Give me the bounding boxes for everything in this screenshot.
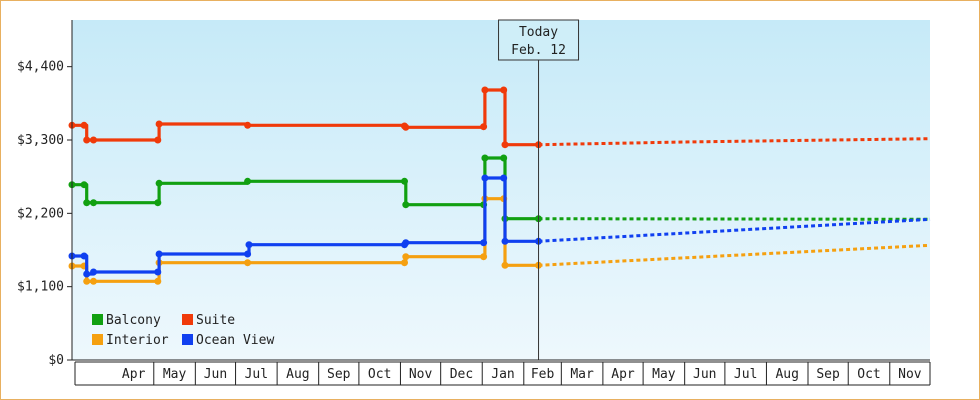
series-forecast-line xyxy=(538,243,931,267)
data-point xyxy=(500,174,508,182)
data-point xyxy=(501,237,509,245)
series-suite xyxy=(68,86,931,149)
data-point xyxy=(155,179,163,187)
x-tick-label: Aug xyxy=(286,367,309,382)
legend-item: Interior xyxy=(92,333,169,348)
data-point xyxy=(80,121,88,129)
data-point xyxy=(244,250,252,258)
data-point xyxy=(80,252,88,260)
data-point xyxy=(500,86,508,94)
data-point xyxy=(83,136,91,144)
today-date: Feb. 12 xyxy=(511,43,566,58)
data-point xyxy=(154,199,162,207)
data-point xyxy=(83,199,91,207)
x-tick-label: Nov xyxy=(409,367,433,382)
data-point xyxy=(154,277,162,285)
legend-item: Balcony xyxy=(92,313,161,328)
data-point xyxy=(155,120,163,128)
x-tick-label: May xyxy=(652,367,676,382)
data-point xyxy=(245,241,253,249)
data-point xyxy=(154,136,162,144)
x-tick-label: Nov xyxy=(898,367,922,382)
data-point xyxy=(154,268,162,276)
legend-swatch xyxy=(92,334,103,345)
data-point xyxy=(501,141,509,149)
data-point xyxy=(155,250,163,258)
data-point xyxy=(501,261,509,269)
legend: Balcony Suite Interior Ocean View xyxy=(92,313,274,348)
data-point xyxy=(480,123,488,131)
legend-label: Suite xyxy=(196,313,235,328)
plot-area xyxy=(72,20,930,360)
x-tick-label: Feb xyxy=(531,367,555,382)
legend-swatch xyxy=(182,334,193,345)
series-forecast-line xyxy=(538,217,931,243)
data-point xyxy=(401,177,408,185)
data-point xyxy=(402,239,410,247)
data-point xyxy=(481,174,489,182)
legend-swatch xyxy=(182,314,193,325)
data-point xyxy=(90,199,97,207)
today-label: Today xyxy=(519,25,558,40)
y-tick-label: $2,200 xyxy=(17,206,64,221)
x-tick-label: Jul xyxy=(734,367,757,382)
legend-swatch xyxy=(92,314,103,325)
data-point xyxy=(90,277,97,285)
x-tick-label: Jun xyxy=(693,367,716,382)
x-tick-label: Apr xyxy=(122,367,146,382)
y-tick-label: $3,300 xyxy=(17,133,64,148)
series-layer xyxy=(68,86,931,285)
series-balcony xyxy=(68,154,931,223)
x-tick-label: Oct xyxy=(857,367,880,382)
series-ocean-view xyxy=(68,174,931,278)
x-tick-label: Oct xyxy=(368,367,391,382)
data-point xyxy=(401,259,408,267)
y-tick-label: $0 xyxy=(48,353,64,368)
x-tick-label: Dec xyxy=(450,367,473,382)
data-point xyxy=(244,259,252,267)
data-point xyxy=(402,201,410,209)
data-point xyxy=(90,136,97,144)
x-tick-label: Mar xyxy=(570,367,594,382)
y-tick-label: $1,100 xyxy=(17,280,64,295)
data-point xyxy=(83,277,91,285)
x-tick-label: Jun xyxy=(204,367,227,382)
data-point xyxy=(244,121,252,129)
x-tick-label: Jan xyxy=(491,367,514,382)
x-tick-label: May xyxy=(163,367,187,382)
data-point xyxy=(402,123,410,131)
x-tick-label: Sep xyxy=(327,367,351,382)
today-marker: Today Feb. 12 xyxy=(498,19,580,360)
data-point xyxy=(480,239,488,247)
axes: $0 $1,100 $2,200 $3,300 $4,400 Apr May Jun Jul Au… xyxy=(17,20,931,386)
data-point xyxy=(244,177,252,185)
y-tick-label: $4,400 xyxy=(17,60,64,75)
data-point xyxy=(402,253,410,261)
x-tick-label: Aug xyxy=(775,367,798,382)
legend-label: Interior xyxy=(106,333,169,348)
legend-label: Balcony xyxy=(106,313,161,328)
x-tick-label: Apr xyxy=(611,367,635,382)
today-box xyxy=(498,19,580,61)
data-point xyxy=(481,154,489,162)
data-point xyxy=(480,253,488,261)
data-point xyxy=(83,270,91,278)
legend-label: Ocean View xyxy=(196,333,274,348)
series-forecast-line xyxy=(538,137,931,147)
x-tick-label: Jul xyxy=(245,367,268,382)
data-point xyxy=(80,181,88,189)
data-point xyxy=(481,86,489,94)
legend-item: Suite xyxy=(182,313,235,328)
x-tick-label: Sep xyxy=(816,367,840,382)
data-point xyxy=(90,268,97,276)
series-forecast-line xyxy=(538,217,931,221)
data-point xyxy=(500,154,508,162)
legend-item: Ocean View xyxy=(182,333,274,348)
